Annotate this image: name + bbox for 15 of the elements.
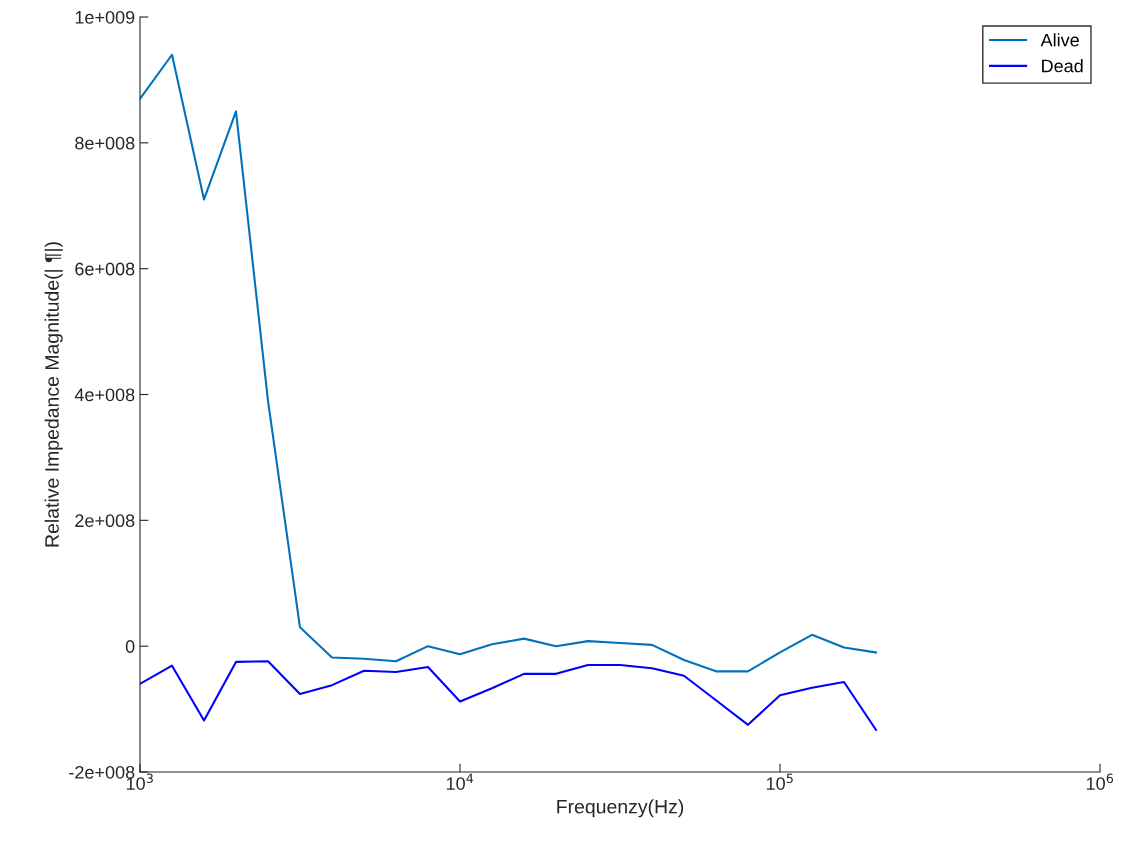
y-tick-label: 0 — [125, 640, 135, 653]
x-tick-label: 10$^{5}$ — [766, 773, 793, 790]
legend-label: Dead — [1042, 59, 1083, 73]
line-series — [140, 53, 878, 673]
line-series — [140, 660, 878, 731]
y-tick-label: 1e+009 — [75, 10, 135, 24]
y-tick-label: 8e+008 — [75, 136, 135, 150]
y-tick-label: 2e+008 — [75, 514, 135, 528]
y-tick-label: 6e+008 — [75, 262, 135, 276]
x-tick-label: 10$^{6}$ — [1086, 773, 1114, 790]
x-axis-title: Frequenzy(Hz) — [557, 799, 684, 818]
legend-label: Alive — [1040, 33, 1079, 47]
y-axis-title: Relative Impedance Magnitude(| ¶|) — [44, 242, 63, 547]
y-tick-label: 4e+008 — [74, 388, 135, 402]
x-tick-label: 10$^{4}$ — [446, 773, 474, 790]
